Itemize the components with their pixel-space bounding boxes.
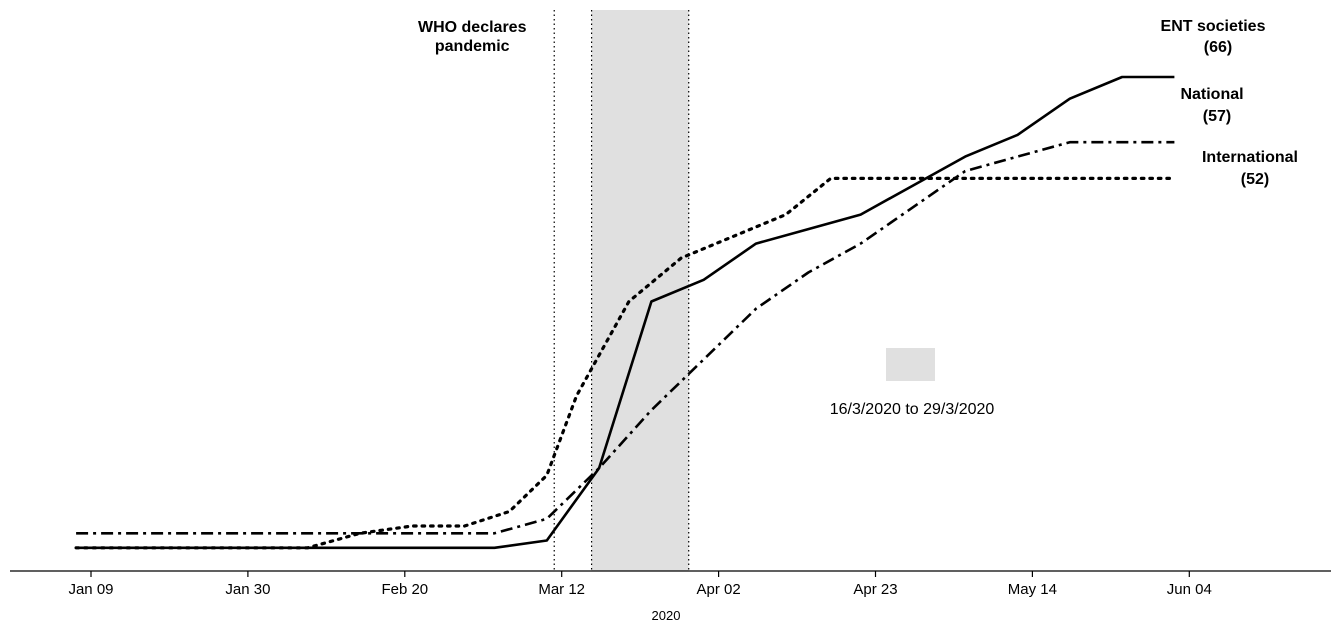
series-count-international: (52) — [1241, 171, 1269, 188]
x-axis-title: 2020 — [652, 608, 681, 623]
x-tick-label: Apr 23 — [853, 581, 897, 598]
series-count-ent-societies: (66) — [1204, 39, 1232, 56]
x-tick-label: Apr 02 — [696, 581, 740, 598]
series-line-ent-societies — [76, 75, 1175, 550]
x-tick-label: May 14 — [1008, 581, 1057, 598]
x-tick-label: Mar 12 — [538, 581, 585, 598]
who-annotation-label: pandemic — [435, 38, 510, 55]
x-tick-label: Jun 04 — [1167, 581, 1212, 598]
legend-swatch — [886, 348, 935, 381]
x-tick-label: Jan 09 — [68, 581, 113, 598]
x-tick-label: Jan 30 — [225, 581, 270, 598]
series-count-national: (57) — [1203, 108, 1231, 125]
x-tick-label: Feb 20 — [381, 581, 428, 598]
series-name-ent-societies: ENT societies — [1161, 18, 1266, 35]
series-line-international — [74, 176, 1176, 550]
series-line-national — [76, 140, 1175, 535]
legend-label: 16/3/2020 to 29/3/2020 — [830, 401, 995, 418]
who-annotation-label: WHO declares — [418, 19, 527, 36]
series-name-national: National — [1180, 86, 1243, 103]
series-name-international: International — [1202, 149, 1298, 166]
